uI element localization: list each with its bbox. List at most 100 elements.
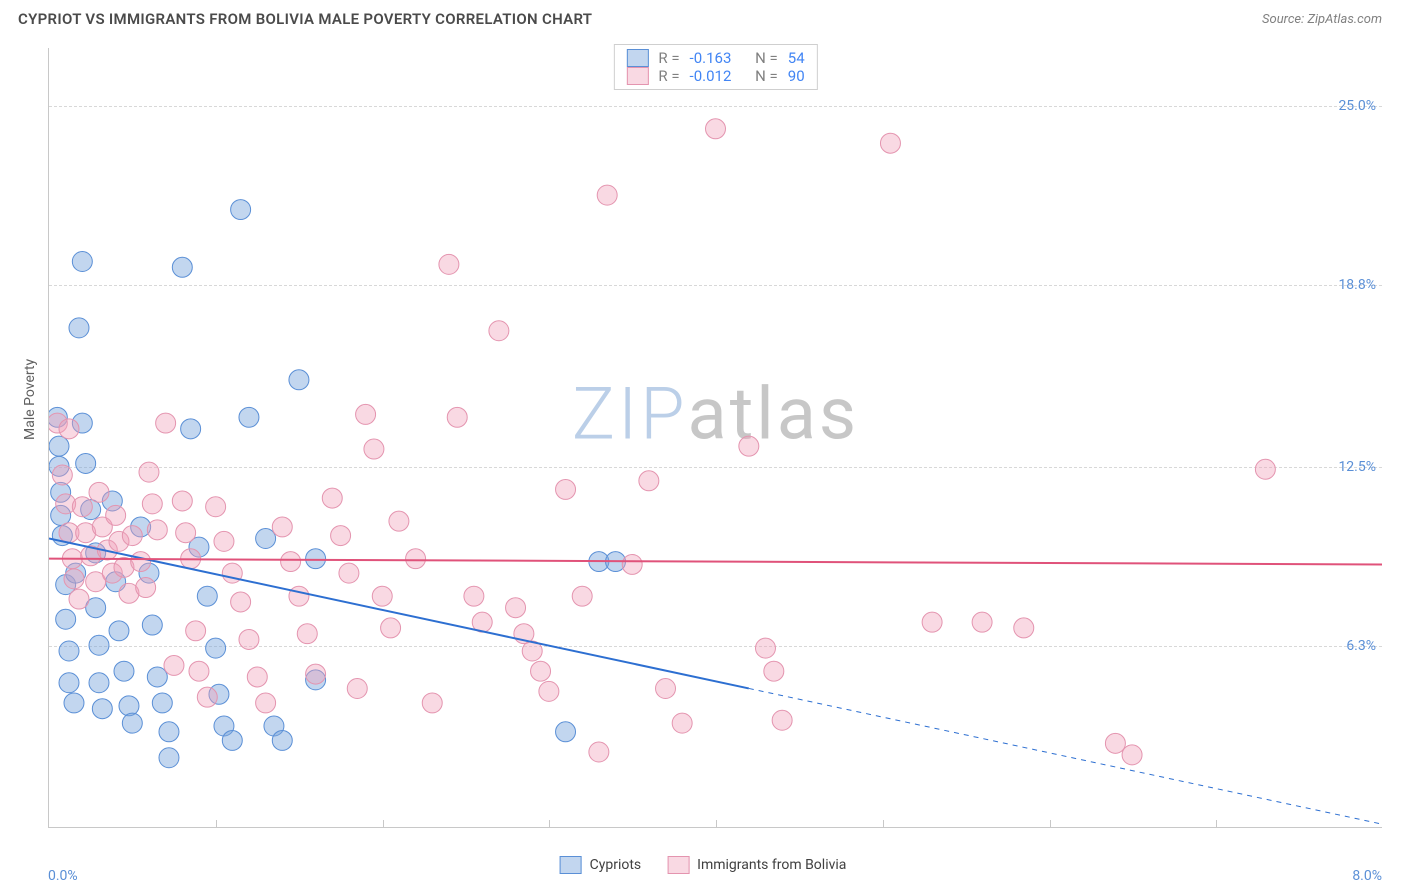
data-point bbox=[49, 436, 69, 456]
data-point bbox=[347, 679, 367, 699]
x-tick-max: 8.0% bbox=[1352, 868, 1382, 884]
data-point bbox=[147, 520, 167, 540]
data-point bbox=[772, 710, 792, 730]
data-point bbox=[206, 638, 226, 658]
data-point bbox=[156, 413, 176, 433]
data-point bbox=[364, 439, 384, 459]
data-point bbox=[406, 549, 426, 569]
data-point bbox=[72, 497, 92, 517]
data-point bbox=[186, 621, 206, 641]
data-point bbox=[597, 185, 617, 205]
data-point bbox=[439, 254, 459, 274]
data-point bbox=[656, 679, 676, 699]
data-point bbox=[764, 661, 784, 681]
data-point bbox=[639, 471, 659, 491]
data-point bbox=[139, 462, 159, 482]
legend-swatch-bolivia-b bbox=[667, 856, 689, 874]
data-point bbox=[556, 479, 576, 499]
data-point bbox=[176, 523, 196, 543]
data-point bbox=[56, 609, 76, 629]
data-point bbox=[447, 407, 467, 427]
data-point bbox=[289, 370, 309, 390]
data-point bbox=[172, 257, 192, 277]
data-point bbox=[755, 638, 775, 658]
data-point bbox=[922, 612, 942, 632]
data-point bbox=[306, 549, 326, 569]
data-point bbox=[159, 722, 179, 742]
data-point bbox=[1014, 618, 1034, 638]
data-point bbox=[142, 615, 162, 635]
data-point bbox=[372, 586, 392, 606]
data-point bbox=[222, 730, 242, 750]
data-point bbox=[142, 494, 162, 514]
data-point bbox=[89, 673, 109, 693]
data-point bbox=[972, 612, 992, 632]
data-point bbox=[880, 133, 900, 153]
data-point bbox=[152, 693, 172, 713]
data-point bbox=[231, 592, 251, 612]
data-point bbox=[381, 618, 401, 638]
data-point bbox=[297, 624, 317, 644]
legend-row-bolivia: R = -0.012 N = 90 bbox=[626, 67, 804, 85]
data-point bbox=[272, 730, 292, 750]
data-point bbox=[231, 200, 251, 220]
data-point bbox=[489, 321, 509, 341]
data-point bbox=[247, 667, 267, 687]
legend-row-cypriots: R = -0.163 N = 54 bbox=[626, 49, 804, 67]
data-point bbox=[89, 482, 109, 502]
data-point bbox=[272, 517, 292, 537]
data-point bbox=[59, 641, 79, 661]
data-point bbox=[92, 699, 112, 719]
data-point bbox=[256, 693, 276, 713]
data-point bbox=[172, 491, 192, 511]
data-point bbox=[106, 505, 126, 525]
regression-line-dashed bbox=[749, 688, 1382, 824]
data-point bbox=[72, 252, 92, 272]
data-point bbox=[256, 528, 276, 548]
data-point bbox=[197, 687, 217, 707]
legend-item-bolivia: Immigrants from Bolivia bbox=[667, 856, 846, 874]
legend-swatch-cypriots-b bbox=[560, 856, 582, 874]
data-point bbox=[622, 554, 642, 574]
data-point bbox=[181, 419, 201, 439]
data-point bbox=[64, 569, 84, 589]
data-point bbox=[239, 407, 259, 427]
data-point bbox=[322, 488, 342, 508]
data-point bbox=[109, 621, 129, 641]
data-point bbox=[589, 742, 609, 762]
data-point bbox=[339, 563, 359, 583]
data-point bbox=[281, 552, 301, 572]
data-point bbox=[159, 748, 179, 768]
data-point bbox=[539, 681, 559, 701]
data-point bbox=[356, 404, 376, 424]
legend-swatch-cypriots bbox=[626, 49, 648, 67]
data-point bbox=[189, 661, 209, 681]
data-point bbox=[289, 586, 309, 606]
data-point bbox=[389, 511, 409, 531]
data-point bbox=[89, 635, 109, 655]
plot-svg bbox=[49, 48, 1382, 827]
data-point bbox=[331, 526, 351, 546]
data-point bbox=[122, 713, 142, 733]
data-point bbox=[76, 453, 96, 473]
chart-header: CYPRIOT VS IMMIGRANTS FROM BOLIVIA MALE … bbox=[0, 0, 1406, 34]
regression-line bbox=[49, 559, 1382, 565]
data-point bbox=[1105, 733, 1125, 753]
legend-item-cypriots: Cypriots bbox=[560, 856, 642, 874]
data-point bbox=[531, 661, 551, 681]
data-point bbox=[197, 586, 217, 606]
data-point bbox=[464, 586, 484, 606]
x-tick-min: 0.0% bbox=[48, 868, 78, 884]
legend-swatch-bolivia bbox=[626, 67, 648, 85]
data-point bbox=[114, 661, 134, 681]
data-point bbox=[672, 713, 692, 733]
data-point bbox=[306, 664, 326, 684]
data-point bbox=[506, 598, 526, 618]
data-point bbox=[59, 673, 79, 693]
data-point bbox=[1255, 459, 1275, 479]
data-point bbox=[136, 578, 156, 598]
data-point bbox=[131, 552, 151, 572]
legend-correlation: R = -0.163 N = 54 R = -0.012 N = 90 bbox=[613, 44, 817, 90]
data-point bbox=[214, 531, 234, 551]
data-point bbox=[69, 318, 89, 338]
